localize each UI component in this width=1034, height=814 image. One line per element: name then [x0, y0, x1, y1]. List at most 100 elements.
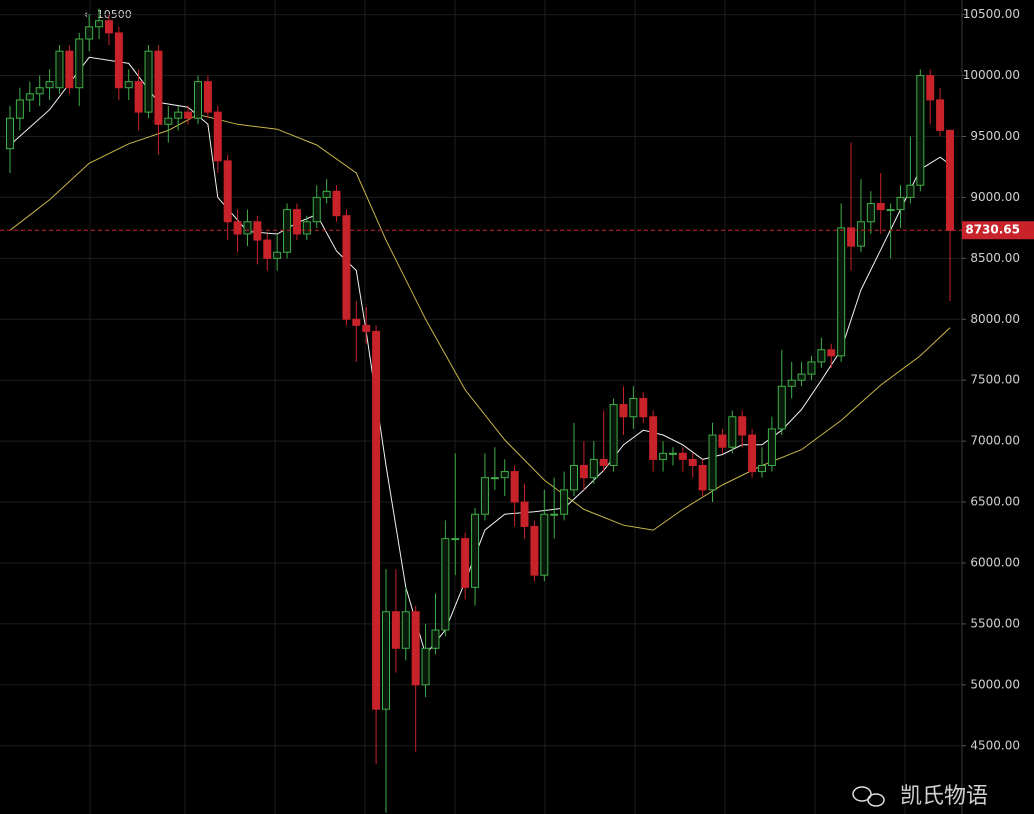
candle-body [560, 489, 569, 515]
ma-line [9, 113, 951, 531]
candle-body [767, 428, 776, 466]
candle-body [480, 477, 489, 515]
candle-body [382, 611, 390, 710]
candle-body [352, 318, 361, 326]
candle-body [372, 330, 381, 710]
candle-body [312, 196, 321, 223]
candle-body [203, 81, 212, 113]
candle-body [777, 385, 786, 430]
candle-body [154, 50, 163, 125]
candle-body [926, 75, 935, 101]
last-price-label: 8730.65 [965, 223, 1020, 237]
candle-body [688, 458, 697, 466]
y-tick-label: 9500.00 [970, 129, 1020, 143]
candle-body [223, 160, 232, 223]
candle-body [550, 513, 559, 516]
candle-body [896, 196, 905, 211]
watermark-icon [852, 786, 872, 802]
candle-body [194, 81, 202, 119]
candle-body [411, 611, 420, 686]
candle-body [233, 221, 242, 235]
candle-body [847, 227, 856, 247]
candle-body [114, 32, 123, 89]
candle-body [599, 458, 608, 466]
y-tick-label: 8000.00 [970, 312, 1020, 326]
candle-body [25, 93, 34, 101]
candle-body [817, 349, 826, 363]
candle-body [728, 416, 737, 448]
candle-body [510, 471, 519, 503]
candle-body [104, 20, 113, 34]
candle-body [639, 397, 648, 418]
y-tick-label: 4500.00 [970, 738, 1020, 752]
candle-body [609, 404, 618, 466]
watermark-icon [867, 793, 885, 807]
y-tick-label: 9000.00 [970, 190, 1020, 204]
candle-body [174, 111, 183, 119]
candle-body [332, 190, 341, 217]
candle-body [500, 471, 509, 479]
candle-body [629, 397, 638, 418]
candle-body [876, 203, 885, 211]
candle-body [85, 26, 94, 40]
y-tick-label: 7500.00 [970, 373, 1020, 387]
candle-body [797, 373, 806, 381]
candle-body [649, 416, 658, 460]
candle-body [124, 81, 133, 89]
candle-body [718, 434, 727, 448]
candle-body [144, 50, 153, 113]
watermark: 凯氏物语 [852, 784, 988, 809]
candle-body [678, 452, 687, 460]
y-tick-label: 6000.00 [970, 555, 1020, 569]
candle-body [490, 477, 499, 480]
watermark-text: 凯氏物语 [900, 784, 988, 809]
y-tick-label: 8500.00 [970, 251, 1020, 265]
candle-body [708, 434, 717, 491]
candle-body [273, 251, 282, 259]
y-tick-label: 5000.00 [970, 677, 1020, 691]
candle-body [827, 349, 836, 357]
candle-body [283, 209, 292, 253]
candle-body [461, 538, 470, 588]
candle-body [916, 75, 925, 186]
candle-body [421, 647, 430, 686]
candle-body [342, 215, 351, 320]
y-tick-label: 7000.00 [970, 434, 1020, 448]
candle-body [589, 458, 598, 479]
candle-body [738, 416, 747, 436]
candle-body [95, 20, 104, 28]
y-tick-label: 5500.00 [970, 616, 1020, 630]
candle-body [243, 221, 252, 235]
candle-body [55, 50, 64, 89]
candle-body [35, 87, 44, 95]
candle-body [906, 184, 915, 198]
candle-body [886, 209, 895, 212]
candle-body [6, 117, 14, 150]
candle-body [263, 239, 272, 259]
candle-body [520, 501, 529, 527]
candle-body [164, 117, 173, 125]
candle-body [65, 50, 74, 89]
candle-body [540, 513, 549, 576]
ma-line [9, 56, 951, 656]
candle-body [807, 361, 816, 375]
candle-body [451, 538, 460, 541]
candle-body [579, 464, 588, 479]
candle-body [936, 99, 945, 131]
candle-body [866, 203, 875, 223]
candle-body [441, 538, 450, 631]
candle-body [292, 209, 301, 235]
candle-body [837, 227, 846, 357]
candle-body [668, 452, 677, 455]
candle-body [659, 452, 668, 460]
candle-body [213, 111, 222, 162]
candle-body [530, 525, 539, 576]
candle-body [698, 464, 707, 491]
candle-body [253, 221, 262, 241]
last-price-tag [962, 221, 1034, 240]
candle-body [758, 464, 766, 473]
candle-body [856, 221, 865, 247]
y-tick-label: 10500.00 [963, 7, 1020, 21]
